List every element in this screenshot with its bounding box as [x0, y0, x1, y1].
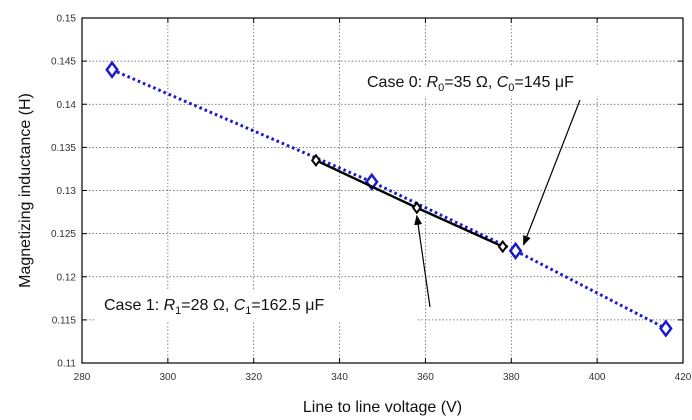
annotation-text-part: C: [497, 74, 509, 91]
x-tick-label: 340: [331, 372, 348, 383]
annotation-label: Case 1: R1=28 Ω, C1=162.5 μF: [104, 297, 324, 317]
plot-frame: [81, 17, 684, 364]
annotation-text-part: Case 1:: [104, 297, 164, 314]
x-tick-label: 420: [675, 372, 692, 383]
y-axis-label: Magnetizing inductance (H): [17, 93, 34, 288]
y-tick-label: 0.125: [51, 229, 76, 240]
annotation-text-part: R: [427, 74, 439, 91]
x-tick-label: 360: [417, 372, 434, 383]
annotation-text-part: =35 Ω,: [444, 74, 496, 91]
series-dotted-blue: [105, 60, 673, 338]
annotation-text-part: R: [164, 297, 176, 314]
series-line: [315, 159, 504, 248]
y-tick-label: 0.13: [57, 186, 77, 197]
series-line: [111, 68, 667, 330]
x-tick-label: 280: [74, 372, 91, 383]
annotation-label: Case 0: R0=35 Ω, C0=145 μF: [367, 74, 574, 94]
data-point-marker: [508, 241, 523, 260]
x-axis-ticks: 280 300 320 340 360 380 400 420: [74, 18, 692, 383]
annotation-background: [96, 291, 418, 321]
annotation-background: [358, 66, 674, 96]
annotation-case1: Case 1: R1=28 Ω, C1=162.5 μF: [96, 214, 431, 321]
x-tick-label: 320: [245, 372, 262, 383]
annotation-text-part: Case 0:: [367, 74, 427, 91]
x-tick-label: 380: [503, 372, 520, 383]
annotation-text-part: 1: [175, 305, 181, 317]
y-tick-label: 0.14: [57, 100, 77, 111]
x-axis-label: Line to line voltage (V): [303, 399, 462, 416]
y-tick-label: 0.12: [57, 272, 77, 283]
annotation-text-part: =28 Ω,: [181, 297, 233, 314]
annotation-text-part: C: [234, 297, 246, 314]
data-point-marker: [310, 153, 321, 167]
y-tick-label: 0.11: [57, 359, 76, 370]
annotation-arrow: [414, 214, 431, 308]
y-tick-label: 0.115: [52, 315, 77, 326]
annotation-text-part: 0: [438, 82, 444, 94]
series-layer: [105, 60, 673, 338]
data-point-marker: [411, 201, 422, 215]
data-point-marker: [659, 319, 673, 338]
data-point-marker: [105, 60, 119, 79]
annotation-text-part: =145 μF: [514, 74, 574, 91]
y-tick-label: 0.135: [51, 143, 76, 154]
x-tick-label: 400: [589, 372, 606, 383]
x-tick-label: 300: [160, 372, 177, 383]
y-tick-label: 0.145: [51, 57, 76, 68]
annotation-text-part: 1: [245, 305, 251, 317]
annotation-text-part: =162.5 μF: [251, 297, 324, 314]
series-solid-black: [310, 153, 508, 254]
annotation-text-part: 0: [508, 82, 514, 94]
y-axis-ticks: 0.11 0.115 0.12 0.125 0.13 0.135 0.14 0.145 0.15: [51, 14, 683, 370]
data-point-marker: [497, 239, 508, 254]
annotation-arrow: [523, 99, 581, 246]
y-tick-label: 0.15: [57, 14, 77, 25]
annotation-case0: Case 0: R0=35 Ω, C0=145 μF: [358, 66, 674, 246]
